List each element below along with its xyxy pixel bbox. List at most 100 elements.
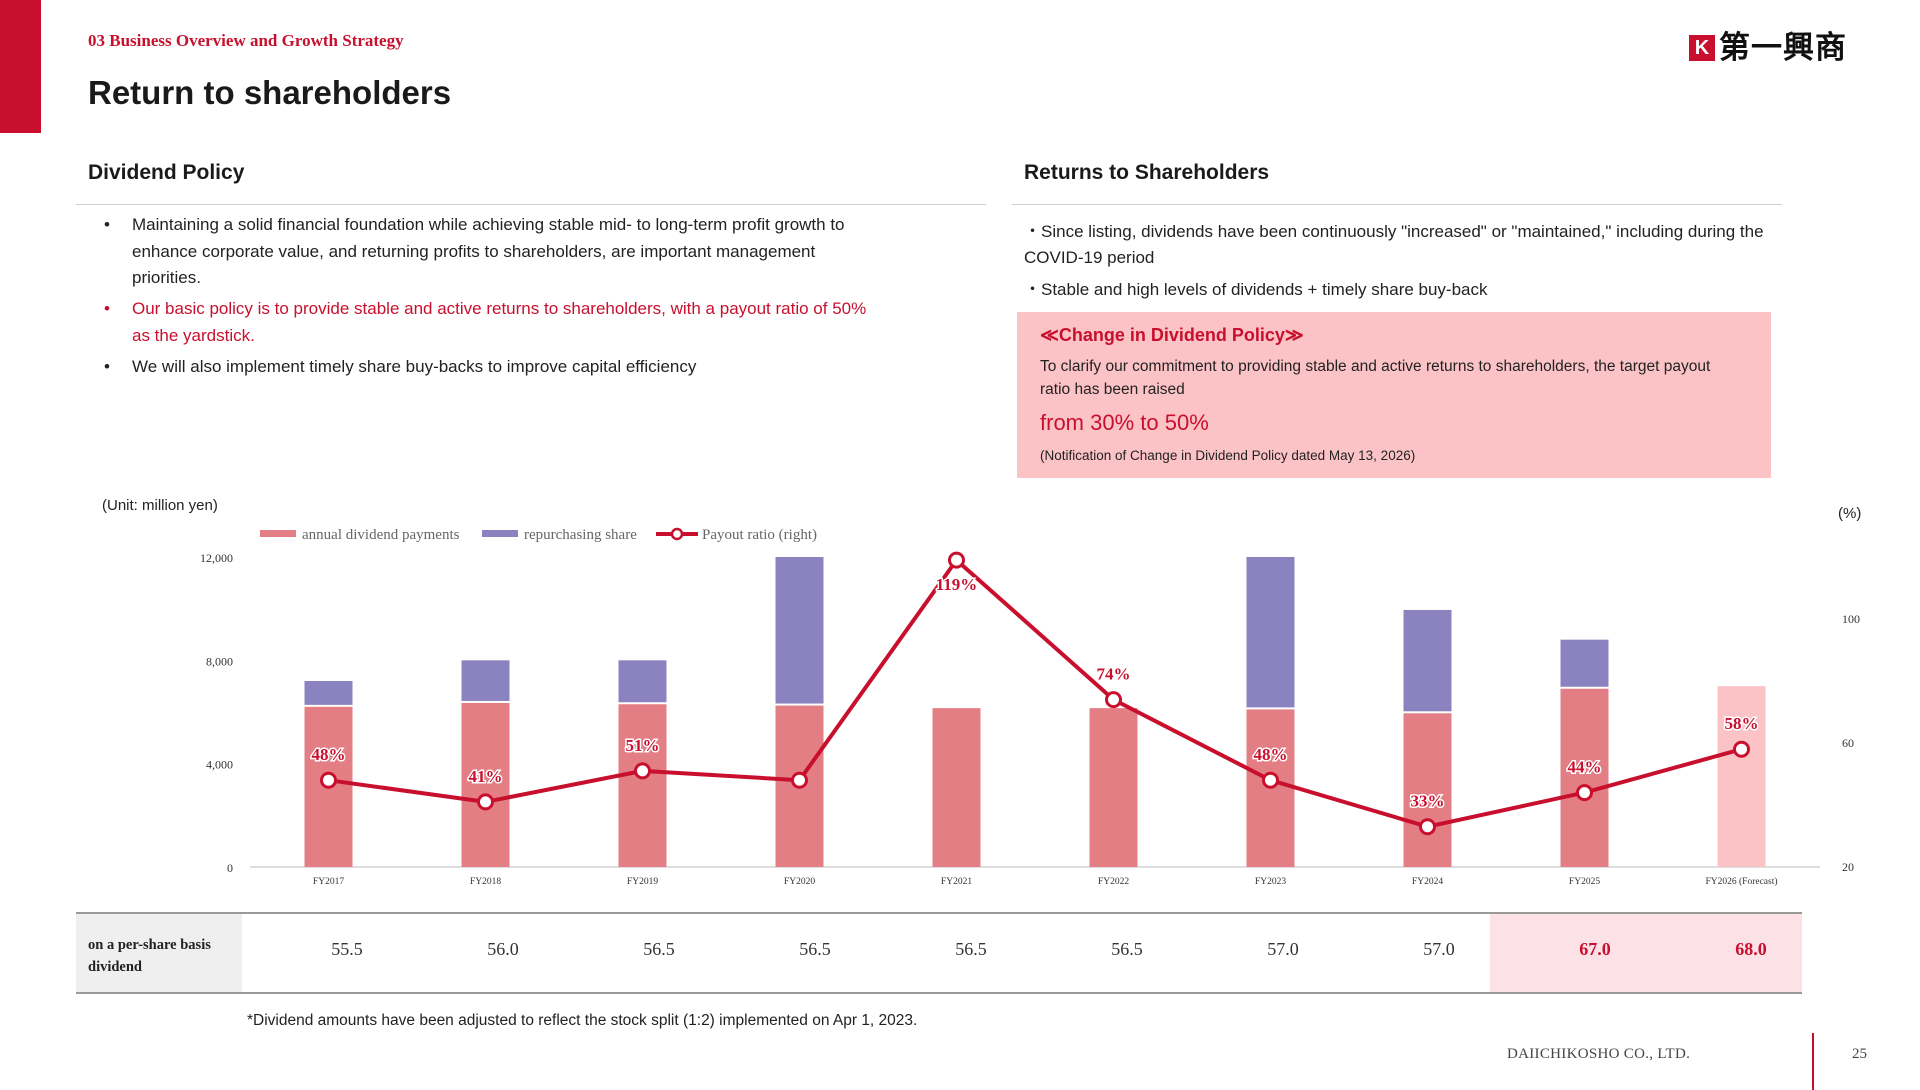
- payout-line: [328, 558, 1743, 829]
- y-left-tick-label: 8,000: [206, 654, 233, 668]
- policy-change-body-line2: ratio has been raised: [1040, 381, 1185, 398]
- payout-point: [948, 551, 965, 569]
- policy-bullet-1-line2: enhance corporate value, and returning p…: [132, 241, 816, 261]
- legend-label-buyback: repurchasing share: [524, 527, 637, 543]
- policy-bullet-1-line3: priorities.: [132, 268, 201, 287]
- table-cell: 68.0: [1735, 939, 1767, 959]
- logo-mark-icon: K: [1689, 35, 1715, 61]
- bullet-icon: •: [104, 215, 110, 234]
- policy-bullet-2: • Our basic policy is to provide stable …: [104, 296, 962, 349]
- returns-rule: [1012, 204, 1782, 205]
- table-cell: 56.5: [1111, 939, 1143, 959]
- bar-dividend: [932, 708, 981, 867]
- dividend-policy-heading: Dividend Policy: [88, 161, 245, 184]
- policy-change-highlight: from 30% to 50%: [1040, 410, 1209, 435]
- table-label-cell: [76, 914, 242, 992]
- payout-label: 119%: [936, 575, 978, 594]
- bar-buyback: [1403, 609, 1452, 712]
- table-cell: 67.0: [1579, 939, 1611, 959]
- bar-buyback: [618, 660, 667, 703]
- bar-dividend: [1089, 708, 1138, 867]
- brand-accent-bar: [0, 0, 41, 133]
- policy-change-body-line1: To clarify our commitment to providing s…: [1040, 358, 1711, 375]
- payout-label: 48%: [312, 745, 346, 764]
- x-tick-label: FY2019: [627, 877, 658, 887]
- x-tick-label: FY2023: [1255, 877, 1286, 887]
- returns-line-2: COVID-19 period: [1024, 248, 1155, 267]
- payout-point: [1262, 771, 1279, 789]
- bar-buyback: [1560, 639, 1609, 687]
- bar-buyback: [304, 681, 353, 705]
- table-cell: 57.0: [1423, 939, 1455, 959]
- x-tick-label: FY2017: [313, 877, 344, 887]
- x-tick-label: FY2022: [1098, 877, 1129, 887]
- legend-marker-payout: [670, 527, 684, 541]
- bar-dividend: [1717, 686, 1766, 867]
- x-tick-label: FY2025: [1569, 877, 1600, 887]
- returns-line-1: ・Since listing, dividends have been cont…: [1024, 222, 1764, 241]
- y-right-tick-label: 60: [1842, 736, 1854, 750]
- payout-label: 44%: [1568, 758, 1602, 777]
- policy-bullet-3-line1: We will also implement timely share buy-…: [132, 357, 697, 376]
- legend-swatch-buyback: [482, 530, 518, 537]
- x-tick-label: FY2026 (Forecast): [1705, 876, 1777, 887]
- payout-point: [477, 793, 494, 811]
- chart-right-unit-label: (%): [1838, 505, 1862, 522]
- table-cell: 56.0: [487, 939, 519, 959]
- bar-buyback: [461, 660, 510, 701]
- company-logo: K 第一興商: [1689, 30, 1847, 66]
- returns-line-3: ・Stable and high levels of dividends + t…: [1024, 280, 1488, 299]
- policy-change-box: [1017, 312, 1771, 478]
- bar-dividend: [461, 702, 510, 867]
- table-row-label-line1: on a per-share basis: [88, 937, 211, 953]
- chart-axes: 0 4,000 8,000 12,000 20 60 100 FY2017 FY2018 FY20…: [200, 551, 1860, 887]
- returns-heading: Returns to Shareholders: [1024, 161, 1270, 184]
- payout-label: 58%: [1725, 714, 1759, 733]
- bar-buyback: [1246, 557, 1295, 708]
- payout-point: [1576, 784, 1593, 802]
- payout-point: [1419, 818, 1436, 836]
- payout-label: 48%: [1254, 745, 1288, 764]
- table-cell: 56.5: [955, 939, 987, 959]
- x-tick-label: FY2018: [470, 877, 501, 887]
- logo-text: 第一興商: [1719, 30, 1847, 65]
- x-tick-label: FY2024: [1412, 877, 1443, 887]
- legend-swatch-dividend: [260, 530, 296, 537]
- chart-bars: [304, 557, 1766, 867]
- chart-unit-label: (Unit: million yen): [102, 497, 218, 514]
- y-left-tick-label: 12,000: [200, 551, 233, 565]
- page-title: Return to shareholders: [88, 74, 452, 111]
- policy-bullet-2-line2: as the yardstick.: [132, 325, 255, 345]
- bullet-icon: •: [104, 299, 110, 318]
- policy-change-body: To clarify our commitment to providing s…: [1040, 355, 1755, 401]
- y-right-tick-label: 100: [1842, 612, 1860, 626]
- x-tick-label: FY2021: [941, 877, 972, 887]
- bar-buyback: [775, 557, 824, 704]
- y-left-tick-label: 4,000: [206, 758, 233, 772]
- payout-point: [320, 771, 337, 789]
- dividend-policy-rule: [76, 204, 986, 205]
- table-highlight-cells: [1490, 914, 1802, 992]
- bullet-icon: •: [104, 357, 110, 376]
- dividend-per-share-table: on a per-share basis dividend 55.5 56.0 56…: [76, 912, 1802, 994]
- table-row-label: on a per-share basis dividend: [88, 934, 238, 978]
- payout-label: 74%: [1097, 665, 1131, 684]
- payout-label: 51%: [626, 736, 660, 755]
- policy-bullet-2-line1: Our basic policy is to provide stable an…: [132, 299, 867, 318]
- policy-bullet-3: • We will also implement timely share bu…: [104, 354, 962, 381]
- page-number: 25: [1852, 1046, 1867, 1062]
- y-right-tick-label: 20: [1842, 860, 1854, 874]
- policy-bullet-1: • Maintaining a solid financial foundati…: [104, 212, 962, 292]
- payout-point: [634, 762, 651, 780]
- bar-dividend: [618, 704, 667, 867]
- footer-company: DAIICHIKOSHO CO., LTD.: [1507, 1046, 1691, 1062]
- payout-point: [1733, 740, 1750, 758]
- payout-label: 33%: [1411, 792, 1445, 811]
- table-cell: 55.5: [331, 939, 363, 959]
- payout-point: [791, 771, 808, 789]
- table-cell: 56.5: [799, 939, 831, 959]
- legend-label-payout: Payout ratio (right): [702, 527, 817, 543]
- footnote: *Dividend amounts have been adjusted to …: [247, 1012, 918, 1029]
- payout-point: [1105, 691, 1122, 709]
